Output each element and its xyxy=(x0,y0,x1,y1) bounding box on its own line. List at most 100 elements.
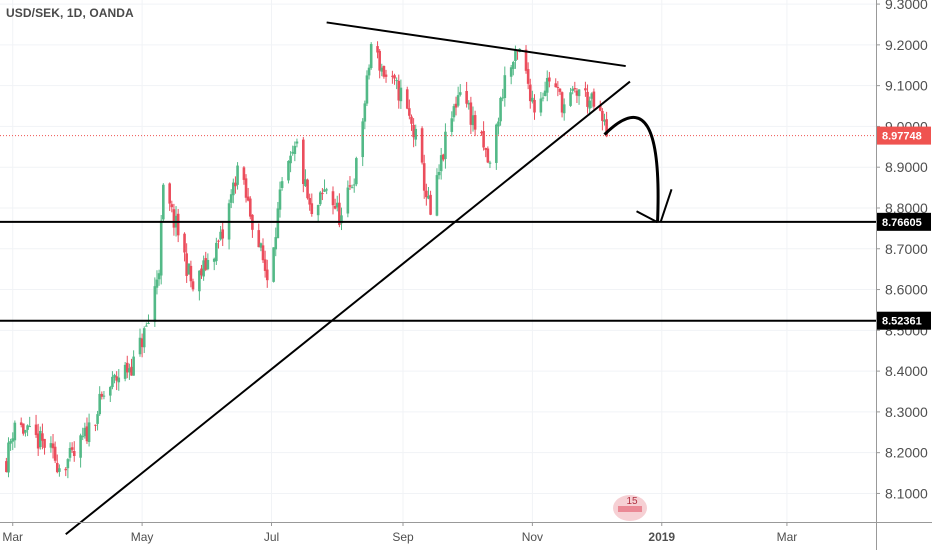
candle-body xyxy=(187,263,191,275)
candle-body xyxy=(246,196,250,201)
candle-body xyxy=(304,179,307,187)
candle-body xyxy=(26,425,29,430)
candle-body xyxy=(573,88,577,90)
candle-body xyxy=(450,118,454,132)
forecast-arrow-head-left xyxy=(636,210,658,224)
candle-body xyxy=(486,148,490,163)
candle-body xyxy=(287,160,290,181)
candle-body xyxy=(363,103,367,122)
candle-body xyxy=(558,88,562,92)
candle-body xyxy=(189,265,193,282)
candle-body xyxy=(278,189,282,210)
symbol-title: USD/SEK, 1D, OANDA xyxy=(6,6,134,20)
candle-body xyxy=(422,163,426,191)
candle-body xyxy=(511,62,515,70)
candle-body xyxy=(81,436,85,438)
grid xyxy=(0,0,876,522)
candle-body xyxy=(176,213,180,236)
candle-body xyxy=(399,87,403,102)
candle-body xyxy=(352,184,356,186)
candle-body xyxy=(212,258,216,262)
candle-body xyxy=(335,202,339,208)
candle-body xyxy=(229,194,233,203)
candle-body xyxy=(7,442,10,473)
price-tick-label: 9.3000 xyxy=(885,0,928,12)
candle-body xyxy=(280,181,284,188)
price-tick-label: 8.8000 xyxy=(885,200,928,216)
candle-body xyxy=(140,338,144,348)
time-tick-label: Jul xyxy=(264,530,279,544)
candle-body xyxy=(153,286,157,322)
candle-body xyxy=(34,424,38,435)
candle-body xyxy=(480,131,483,134)
candle-body xyxy=(147,322,150,324)
rising-support-trendline xyxy=(65,80,631,536)
candle-body xyxy=(467,103,471,105)
candle-body xyxy=(346,187,350,214)
candle-body xyxy=(367,67,371,76)
candle-body xyxy=(202,260,205,277)
candle-body xyxy=(55,462,59,473)
candle-body xyxy=(308,198,311,205)
candle-body xyxy=(331,191,335,206)
candle-body xyxy=(291,151,295,154)
candle-body xyxy=(514,49,517,61)
candle-body xyxy=(588,100,591,109)
candle-body xyxy=(215,242,218,262)
candle-body xyxy=(79,435,82,458)
candle-body xyxy=(172,209,176,228)
candle-body xyxy=(142,328,146,348)
candle-body xyxy=(321,193,324,195)
candle-body xyxy=(145,325,148,327)
watermark-stripe xyxy=(618,506,642,512)
candle-body xyxy=(138,337,142,355)
watermark-text: 15 xyxy=(626,496,638,507)
candle-body xyxy=(414,128,418,140)
candle-body xyxy=(442,154,445,160)
candle-body xyxy=(408,108,411,116)
candle-body xyxy=(289,155,292,164)
watermark-logo: 15 xyxy=(613,495,647,521)
candle-body xyxy=(526,69,530,84)
candle-body xyxy=(325,189,328,191)
candle-body xyxy=(49,443,53,448)
candle-body xyxy=(420,128,424,163)
price-tags: 8.97748 8.76605 8.52361 xyxy=(877,126,931,330)
candle-body xyxy=(39,430,42,448)
candle-body xyxy=(575,90,579,96)
candle-body xyxy=(369,44,373,68)
candle-body xyxy=(501,97,504,99)
time-tick-label: May xyxy=(131,530,154,544)
candle-body xyxy=(533,99,536,113)
candle-body xyxy=(524,49,528,71)
candle-body xyxy=(263,259,267,271)
candle-body xyxy=(94,424,97,426)
candle-body xyxy=(219,231,222,240)
candle-body xyxy=(155,279,159,288)
candle-body xyxy=(590,93,594,99)
candle-body xyxy=(528,84,532,102)
candle-body xyxy=(85,426,89,442)
candle-body xyxy=(70,447,74,450)
candle-body xyxy=(236,165,239,185)
candle-body xyxy=(603,120,606,122)
drawings: 15 xyxy=(0,21,876,536)
candle-body xyxy=(361,121,365,158)
candle-body xyxy=(234,182,237,187)
candle-body xyxy=(560,92,564,113)
candle-body xyxy=(338,202,341,225)
candle-body xyxy=(495,124,498,163)
candle-body xyxy=(198,270,201,292)
candle-body xyxy=(509,67,513,77)
last-price-tag-label: 8.97748 xyxy=(882,131,922,143)
candle-body xyxy=(22,423,25,434)
candle-body xyxy=(58,468,61,472)
candle-body xyxy=(503,75,507,99)
candle-body xyxy=(365,75,369,104)
candle-body xyxy=(456,95,460,106)
candle-body xyxy=(382,66,386,77)
candle-body xyxy=(248,198,252,217)
candle-body xyxy=(83,427,87,437)
